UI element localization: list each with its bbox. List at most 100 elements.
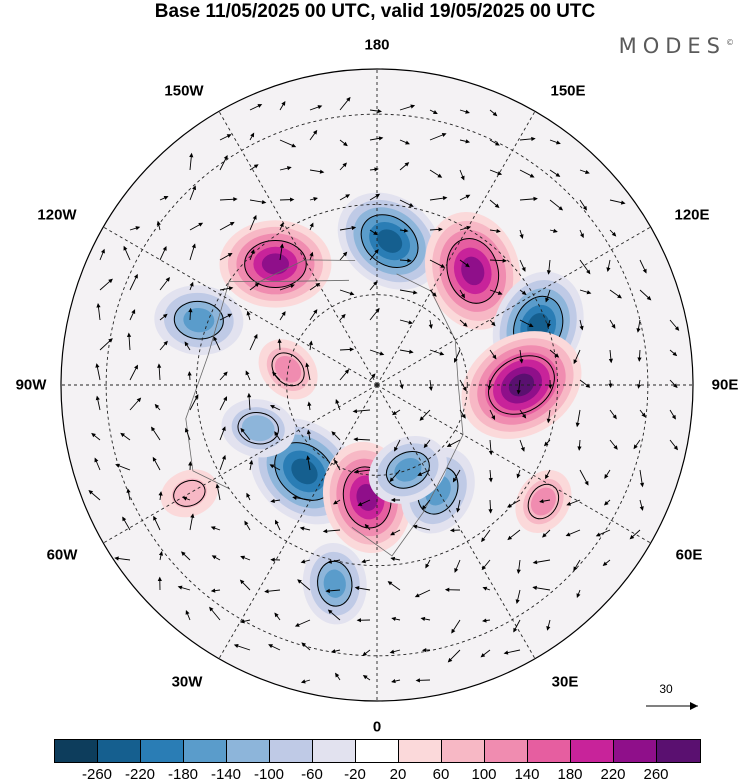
wind-vectors (88, 96, 680, 684)
wind-arrow (428, 379, 433, 392)
wind-arrow (489, 228, 501, 234)
anomaly-center (302, 542, 367, 625)
wind-arrow (159, 340, 168, 351)
colorbar-tick-label: -60 (301, 766, 323, 783)
wind-arrow (189, 394, 199, 411)
wind-arrow (519, 289, 527, 296)
wind-arrow (399, 379, 404, 390)
wind-arrow (429, 259, 446, 268)
coastline (185, 279, 350, 489)
wind-arrow (309, 129, 318, 141)
wind-arrow (399, 258, 412, 263)
wind-arrow (306, 429, 311, 441)
lon-label-120e: 120E (674, 206, 710, 224)
wind-arrow (269, 464, 281, 471)
wind-arrow (219, 134, 232, 141)
wind-arrow (277, 338, 282, 351)
wind-arrow (549, 349, 560, 358)
wind-arrow (489, 349, 497, 360)
wind-arrow (609, 289, 622, 299)
wind-arrow (399, 228, 409, 233)
lon-label-180: 180 (364, 36, 390, 54)
wind-arrow (333, 499, 341, 505)
wind-arrow (639, 469, 645, 488)
wind-arrow (189, 152, 194, 171)
anomaly-center (424, 211, 521, 330)
wind-arrow (153, 515, 161, 531)
wind-arrow (446, 439, 461, 447)
wind-arrow (369, 373, 376, 381)
wind-arrow (489, 258, 508, 263)
wind-arrow (392, 409, 401, 416)
wind-arrow (604, 469, 611, 479)
wind-arrow (335, 672, 341, 681)
wind-arrow (459, 379, 467, 392)
map-disc (61, 69, 693, 701)
wind-arrow (210, 588, 221, 593)
wind-arrow (240, 619, 251, 624)
wind-arrow (185, 609, 191, 621)
colorbar-swatch (528, 740, 571, 762)
wind-arrow (244, 520, 251, 531)
wind-arrow (159, 313, 168, 321)
wind-arrow (159, 196, 169, 201)
wind-arrow (219, 252, 233, 261)
colorbar-tick-label: 60 (432, 766, 450, 783)
wind-arrow (339, 251, 348, 261)
meridian-line (218, 111, 378, 386)
wind-arrow (452, 469, 461, 483)
wind-arrow (94, 457, 101, 471)
wind-arrow (279, 101, 286, 111)
wind-arrow (213, 336, 221, 351)
wind-arrow (300, 679, 311, 684)
wind-arrow (187, 371, 192, 381)
wind-arrow (299, 526, 311, 531)
wind-arrow (120, 432, 131, 441)
wind-arrow (219, 221, 235, 231)
wind-arrow (669, 379, 678, 389)
wind-arrow (215, 483, 221, 501)
wind-arrow (129, 397, 142, 411)
wind-arrow (609, 319, 616, 329)
wind-arrow (459, 409, 466, 419)
wind-arrow (325, 588, 341, 593)
wind-arrow (548, 379, 553, 389)
wind-arrow (152, 456, 161, 471)
wind-arrow (249, 132, 255, 141)
modes-logo: MODES© (619, 34, 734, 58)
wind-arrow (249, 333, 258, 351)
wind-arrow (516, 379, 521, 395)
wind-arrow (327, 559, 341, 564)
wind-arrow (539, 499, 551, 504)
wind-arrow (519, 196, 538, 202)
vector-scale-arrow (646, 702, 698, 710)
wind-arrow (459, 194, 471, 201)
wind-arrow (566, 499, 581, 506)
wind-arrow (515, 589, 521, 605)
wind-arrow (415, 678, 431, 683)
wind-arrow (489, 109, 498, 117)
anomaly-contour (527, 483, 560, 520)
wind-arrow (516, 559, 521, 574)
wind-arrow (608, 349, 613, 364)
wind-arrow (414, 589, 431, 598)
wind-arrow (419, 409, 431, 421)
wind-arrow (95, 395, 101, 411)
wind-arrow (639, 259, 647, 274)
wind-arrow (480, 649, 491, 658)
colorbar-tick-label: 20 (389, 766, 407, 783)
wind-arrow (126, 332, 132, 351)
lon-label-90e: 90E (711, 376, 739, 394)
wind-arrow (177, 585, 191, 591)
wind-arrow (210, 526, 221, 531)
wind-arrow (507, 499, 521, 508)
wind-arrow (189, 281, 194, 291)
wind-arrow (542, 529, 551, 538)
colorbar-swatch (485, 740, 528, 762)
colorbar-tick-label: 220 (600, 766, 626, 783)
meridian-line (103, 226, 378, 386)
anomaly-contour (385, 450, 430, 489)
wind-arrow (453, 349, 461, 363)
wind-arrow (246, 310, 251, 321)
wind-arrow (369, 229, 378, 236)
